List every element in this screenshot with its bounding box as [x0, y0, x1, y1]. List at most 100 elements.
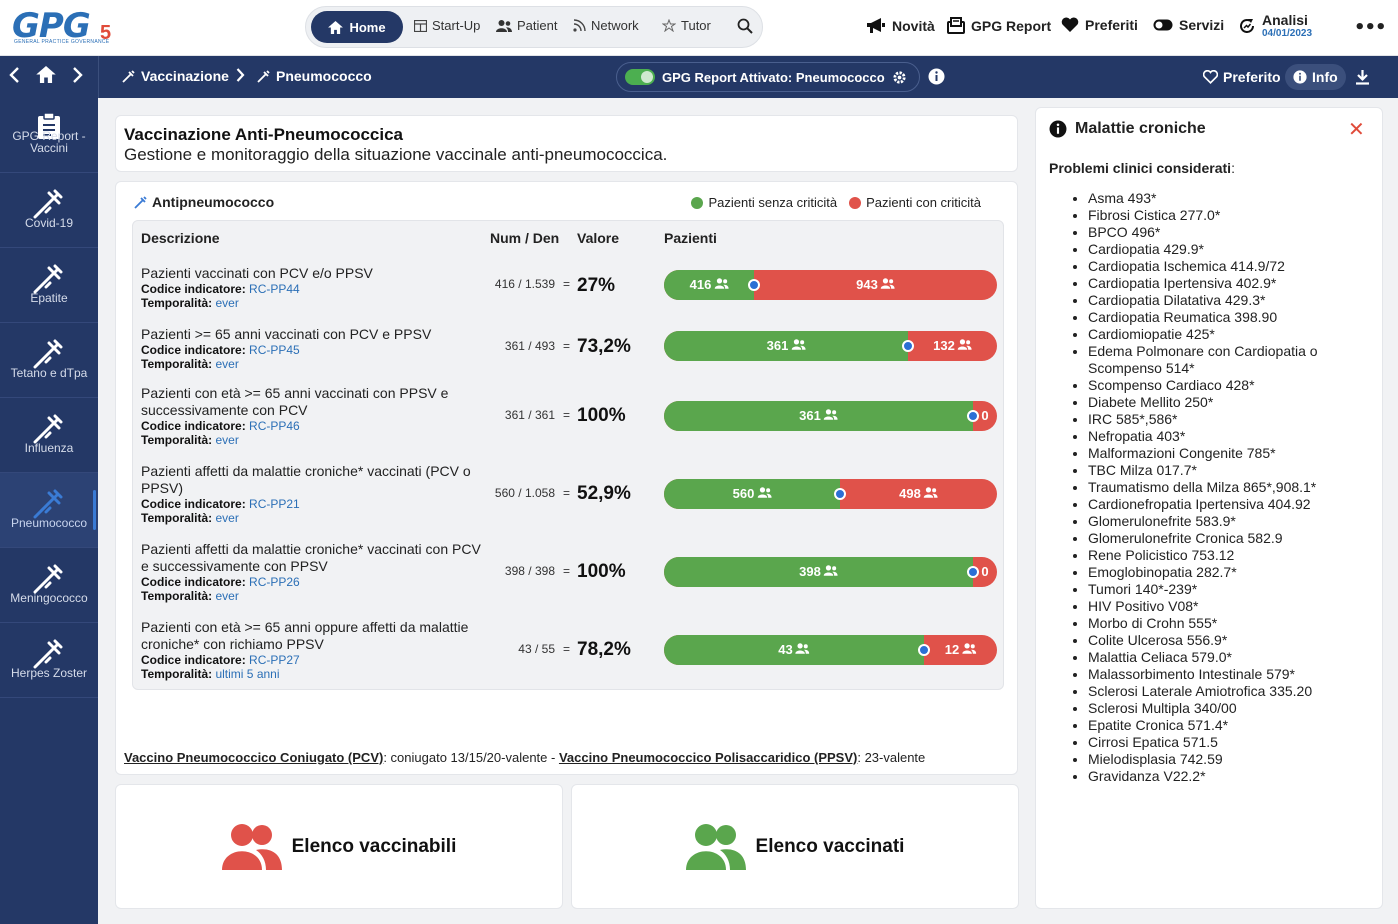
nav-home-button[interactable]: Home [311, 11, 403, 43]
servizi-label: Servizi [1179, 17, 1225, 33]
tutor-icon [662, 19, 676, 32]
sidebar-item-influenza[interactable]: Influenza [0, 398, 98, 473]
indicator-description: Pazienti affetti da malattie croniche* v… [141, 541, 486, 603]
preferiti-button[interactable]: Preferiti [1061, 17, 1138, 33]
home-icon[interactable] [36, 66, 56, 83]
breadcrumb-pneumococco[interactable]: Pneumococco [257, 68, 372, 84]
logo-subtitle: GENERAL PRACTICE GOVERNANCE [14, 39, 110, 45]
indicator-code-link[interactable]: RC-PP44 [249, 282, 300, 296]
indicator-description: Pazienti con età >= 65 anni oppure affet… [141, 619, 486, 681]
sidebar-item-epatite[interactable]: Epatite [0, 248, 98, 323]
condition-list-item: Traumatismo della Milza 865*,908.1* [1088, 479, 1378, 496]
patients-bar[interactable]: 398 0 [664, 557, 997, 587]
ppsv-desc: : 23-valente [857, 750, 926, 765]
sidebar-item-tetano-dtpa[interactable]: Tetano e dTpa [0, 323, 98, 398]
sidebar-label: Covid-19 [24, 216, 74, 230]
sidebar-item-covid19[interactable]: Covid-19 [0, 173, 98, 248]
download-button[interactable] [1355, 64, 1370, 90]
condition-list-item: Glomerulonefrite Cronica 582.9 [1088, 530, 1378, 547]
condition-list-item: Tumori 140*-239* [1088, 581, 1378, 598]
condition-list-item: Scompenso Cardiaco 428* [1088, 377, 1378, 394]
syringe-icon [33, 339, 63, 369]
sidebar-label: GPG Report - [12, 129, 86, 143]
sidebar-item-herpes-zoster[interactable]: Herpes Zoster [0, 623, 98, 698]
patients-bar[interactable]: 416 943 [664, 270, 997, 300]
denominator: 55 [541, 642, 555, 656]
table-row[interactable]: Pazienti affetti da malattie croniche* v… [133, 533, 1003, 611]
sidebar-item-pneumococco[interactable]: Pneumococco [0, 473, 98, 548]
indicator-code-link[interactable]: RC-PP27 [249, 653, 300, 667]
nav-patient[interactable]: Patient [496, 18, 557, 33]
users-red-icon [221, 823, 282, 870]
elenco-vaccinati-button[interactable]: Elenco vaccinati [571, 784, 1019, 909]
report-toggle[interactable] [625, 69, 655, 85]
users-icon [791, 338, 806, 353]
preferiti-label: Preferiti [1085, 17, 1138, 33]
info-panel-title-label: Malattie croniche [1075, 120, 1206, 137]
nav-home-label: Home [349, 19, 386, 35]
nav-network[interactable]: Network [573, 18, 639, 33]
info-panel-subtitle: Problemi clinici considerati: [1049, 160, 1235, 176]
info-button[interactable]: Info [1285, 64, 1346, 90]
forward-arrow-icon[interactable] [72, 66, 84, 83]
patients-bar[interactable]: 361 132 [664, 331, 997, 361]
patients-bar[interactable]: 361 0 [664, 401, 997, 431]
bad-count: 132 [933, 338, 955, 353]
ppsv-link[interactable]: Vaccino Pneumococcico Polisaccaridico (P… [558, 750, 858, 765]
users-icon [795, 642, 810, 657]
condition-list-item: Emoglobinopatia 282.7* [1088, 564, 1378, 581]
sidebar-label: Herpes Zoster [10, 666, 88, 680]
table-row[interactable]: Pazienti >= 65 anni vaccinati con PCV e … [133, 316, 1003, 394]
sidebar-label: Tetano e dTpa [10, 366, 88, 380]
novita-button[interactable]: Novità [866, 17, 935, 34]
indicator-code-link[interactable]: RC-PP46 [249, 419, 300, 433]
bar-bad-label: 12 [945, 642, 977, 657]
bar-ok-segment[interactable] [664, 401, 973, 431]
numerator: 43 [518, 642, 532, 656]
bar-ok-segment[interactable] [664, 635, 924, 665]
time-label: Temporalità: [141, 357, 213, 371]
code-label: Codice indicatore: [141, 419, 246, 433]
report-status-pill[interactable]: GPG Report Attivato: Pneumococco [616, 62, 920, 92]
elenco-vaccinabili-button[interactable]: Elenco vaccinabili [115, 784, 563, 909]
ok-count: 361 [766, 338, 789, 353]
patients-bar[interactable]: 43 12 [664, 635, 997, 665]
divider [98, 56, 99, 98]
sidebar-item-gpg-report-vaccini[interactable]: GPG Report - Vaccini [0, 98, 98, 173]
indicator-code-link[interactable]: RC-PP21 [249, 497, 300, 511]
bar-ok-segment[interactable] [664, 479, 840, 509]
table-row[interactable]: Pazienti con età >= 65 anni oppure affet… [133, 611, 1003, 689]
table-row[interactable]: Pazienti con età >= 65 anni vaccinati co… [133, 377, 1003, 455]
pcv-link[interactable]: Vaccino Pneumococcico Coniugato (PCV) [124, 750, 384, 765]
indicator-code-link[interactable]: RC-PP26 [249, 575, 300, 589]
bar-ok-segment[interactable] [664, 331, 908, 361]
back-arrow-icon[interactable] [8, 66, 20, 83]
gpg-logo[interactable]: GPG 5 GENERAL PRACTICE GOVERNANCE [12, 8, 114, 48]
nav-startup[interactable]: Start-Up [414, 18, 480, 33]
indicator-code-link[interactable]: RC-PP45 [249, 343, 300, 357]
preferito-button[interactable]: Preferito [1203, 64, 1281, 90]
nav-tutor[interactable]: Tutor [662, 18, 711, 33]
condition-list-item: Sclerosi Laterale Amiotrofica 335.20 [1088, 683, 1378, 700]
gpg-report-button[interactable]: GPG Report [947, 17, 1051, 34]
search-button[interactable] [737, 18, 753, 39]
numerator: 361 [504, 408, 525, 422]
num-den: 416 / 1.539 [494, 277, 555, 291]
sidebar-item-meningococco[interactable]: Meningococco [0, 548, 98, 623]
more-menu-icon[interactable]: ••• [1354, 17, 1387, 38]
novita-label: Novità [892, 17, 935, 34]
bar-ok-segment[interactable] [664, 270, 754, 300]
patients-bar[interactable]: 560 498 [664, 479, 997, 509]
breadcrumb-vaccinazione[interactable]: Vaccinazione [122, 68, 229, 84]
num-den: 398 / 398 [504, 564, 555, 578]
close-icon[interactable]: ✕ [1348, 117, 1365, 141]
info-icon[interactable] [928, 68, 945, 90]
table-row[interactable]: Pazienti affetti da malattie croniche* v… [133, 455, 1003, 533]
numerator: 416 [494, 277, 515, 291]
servizi-button[interactable]: Servizi [1153, 17, 1224, 33]
analisi-button[interactable]: Analisi 04/01/2023 [1238, 12, 1312, 39]
bar-ok-segment[interactable] [664, 557, 973, 587]
table-row[interactable]: Pazienti vaccinati con PCV e/o PPSV Codic… [133, 255, 1003, 333]
gear-icon[interactable] [892, 70, 907, 85]
logo-five: 5 [100, 22, 112, 44]
